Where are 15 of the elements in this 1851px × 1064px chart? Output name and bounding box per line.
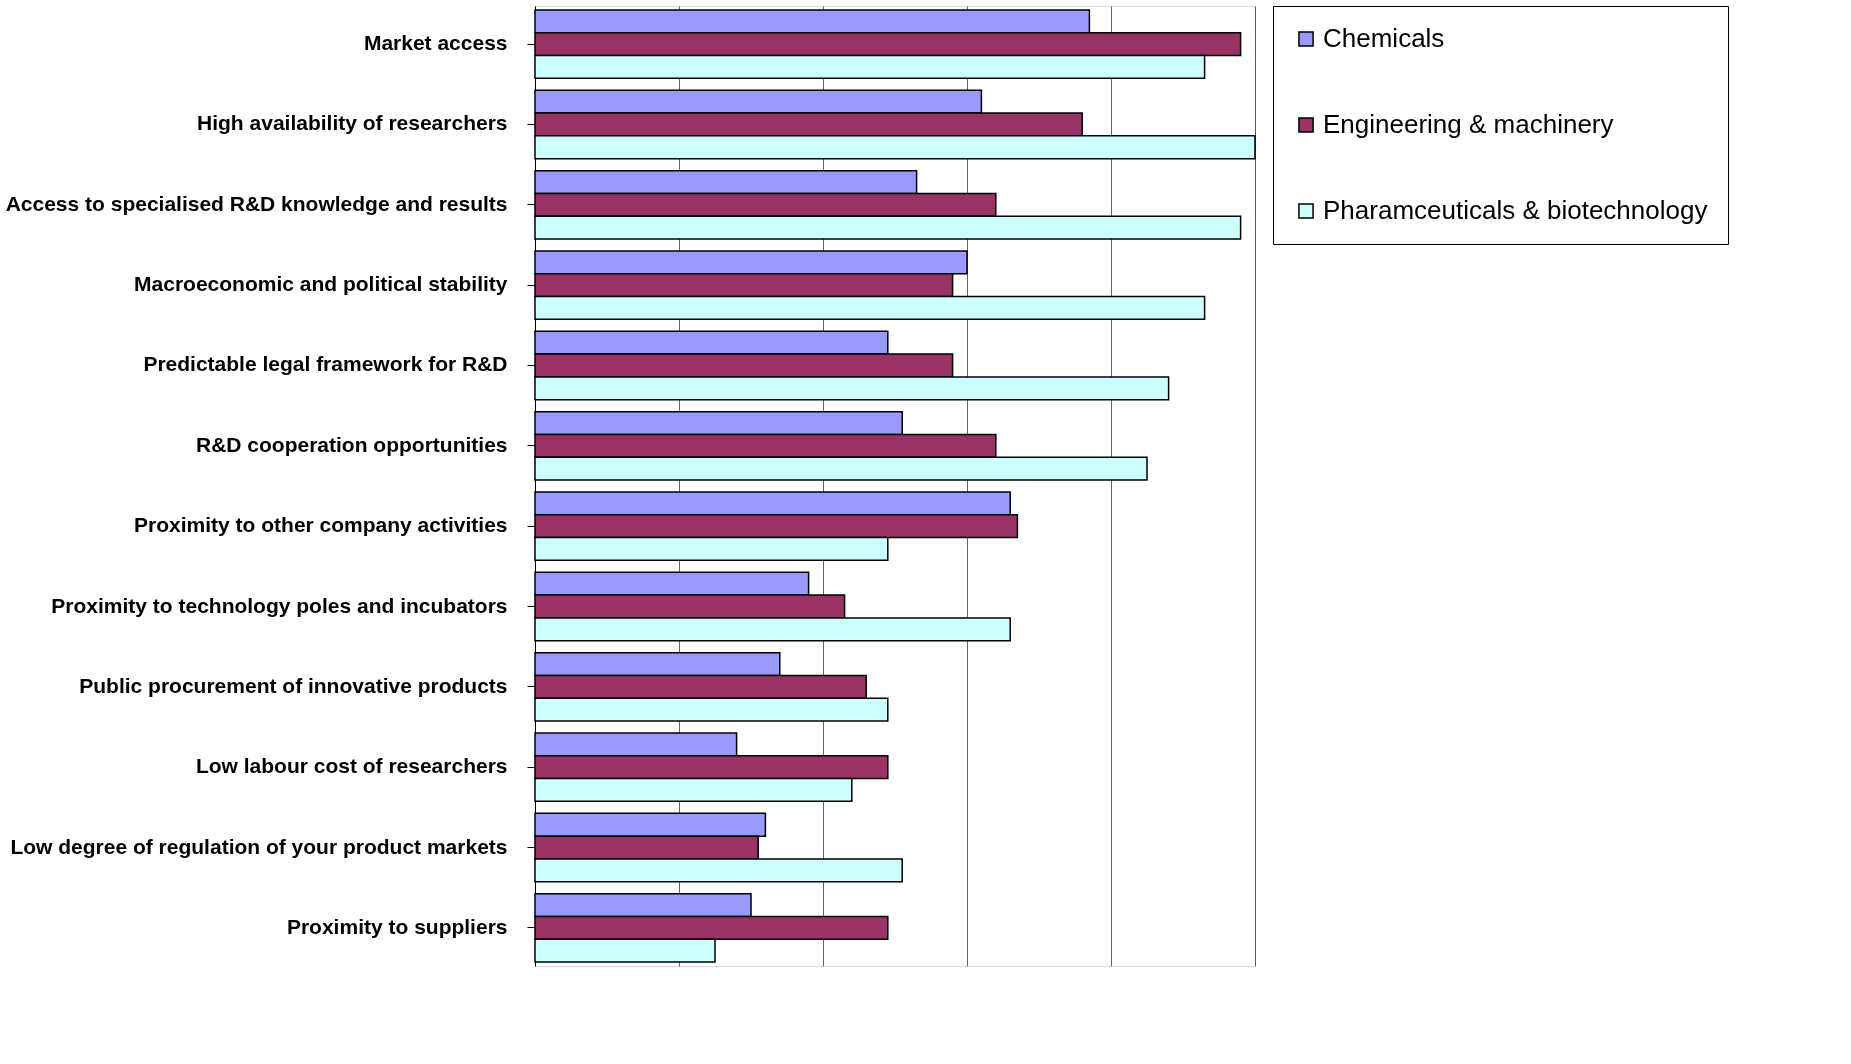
y-tick-label: Macroeconomic and political stability — [134, 272, 508, 296]
y-tick-label: Predictable legal framework for R&D — [143, 352, 508, 376]
y-tick-label: Access to specialised R&D knowledge and results — [5, 191, 508, 215]
y-tick-label: Public procurement of innovative products — [79, 673, 508, 697]
legend-label: Pharamceuticals & biotechnology — [1323, 195, 1708, 225]
y-tick-label: Market access — [363, 31, 508, 55]
legend-label: Engineering & machinery — [1323, 109, 1614, 139]
y-tick-label: Low degree of regulation of your product markets — [10, 834, 508, 858]
y-tick-label: Proximity to technology poles and incubators — [51, 593, 508, 617]
y-tick-label: High availability of researchers — [197, 111, 508, 135]
y-tick-label: Low labour cost of researchers — [195, 754, 508, 778]
y-tick-label: Proximity to other company activities — [134, 513, 508, 537]
y-tick-label: Proximity to suppliers — [286, 914, 508, 938]
y-tick-label: R&D cooperation opportunities — [196, 432, 508, 456]
legend-label: Chemicals — [1323, 23, 1445, 53]
